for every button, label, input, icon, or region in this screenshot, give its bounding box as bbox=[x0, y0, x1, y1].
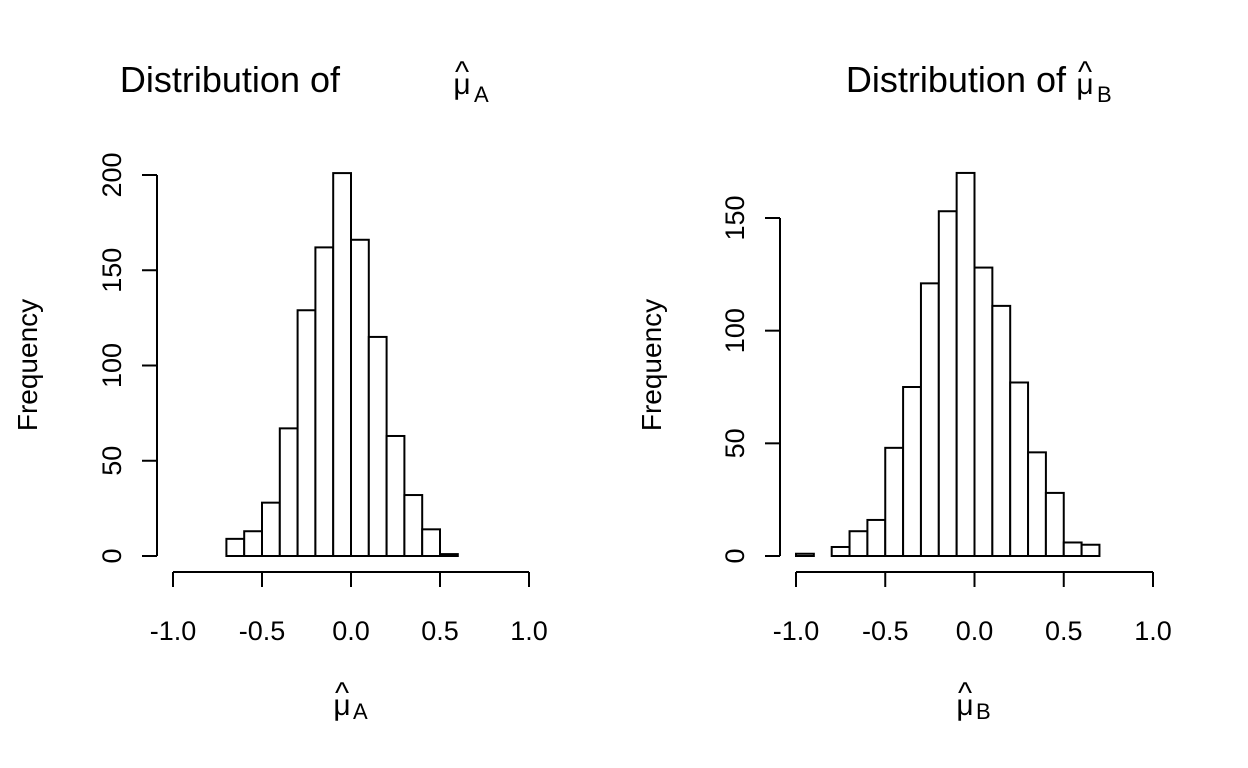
x-axis-label-symbol-a: μ bbox=[333, 689, 350, 722]
histogram-bar-a-13 bbox=[403, 494, 424, 558]
x-tick-label-a-2: 0.0 bbox=[332, 616, 370, 646]
histogram-bar-b-13 bbox=[1027, 451, 1047, 558]
bars-a bbox=[225, 172, 459, 558]
histogram-bar-a-10 bbox=[350, 238, 370, 558]
y-axis-b: 0 50 100 150 bbox=[720, 195, 781, 564]
y-axis-label-a: Frequency bbox=[12, 299, 43, 431]
histogram-bar-a-12 bbox=[385, 434, 406, 557]
histogram-bar-a-14 bbox=[421, 528, 442, 558]
x-axis-label-subscript-b: B bbox=[976, 699, 991, 724]
histogram-bar-a-7 bbox=[296, 309, 317, 557]
histogram-bar-b-8 bbox=[937, 210, 958, 558]
y-tick-label-b-2: 100 bbox=[720, 308, 750, 353]
x-tick-label-b-0: -1.0 bbox=[773, 616, 820, 646]
x-tick-label-b-2: 0.0 bbox=[956, 616, 994, 646]
x-axis-label-subscript-a: A bbox=[353, 699, 368, 724]
histogram-bar-b-3 bbox=[848, 530, 869, 557]
histogram-bar-b-10 bbox=[973, 266, 994, 557]
histogram-bar-b-2 bbox=[830, 545, 851, 558]
histogram-bar-a-3 bbox=[225, 537, 246, 557]
y-tick-label-a-0: 0 bbox=[97, 548, 127, 563]
chart-title-subscript-a: A bbox=[474, 82, 489, 107]
histogram-bar-b-16 bbox=[1080, 543, 1101, 558]
y-tick-label-b-3: 150 bbox=[720, 195, 750, 240]
histogram-bar-a-5 bbox=[261, 501, 281, 558]
histogram-bar-b-15 bbox=[1062, 541, 1083, 557]
histogram-bar-b-6 bbox=[902, 386, 922, 557]
y-tick-label-a-3: 150 bbox=[97, 248, 127, 293]
chart-title-a: Distribution of bbox=[120, 59, 341, 100]
y-axis-a: 0 50 100 150 200 bbox=[97, 152, 158, 564]
y-axis-label-b: Frequency bbox=[636, 299, 667, 431]
x-axis-a: -1.0 -0.5 0.0 0.5 1.0 bbox=[150, 571, 548, 646]
y-tick-label-a-4: 200 bbox=[97, 152, 127, 197]
x-axis-label-hat-a: ^ bbox=[335, 677, 349, 710]
chart-title-b: Distribution of bbox=[846, 59, 1067, 100]
x-tick-label-b-3: 0.5 bbox=[1045, 616, 1083, 646]
histogram-bar-a-11 bbox=[367, 335, 388, 557]
chart-title-symbol-a: μ bbox=[453, 68, 470, 101]
histogram-bar-a-4 bbox=[243, 530, 263, 557]
chart-title-hat-a: ^ bbox=[455, 56, 469, 89]
x-tick-label-b-4: 1.0 bbox=[1134, 616, 1172, 646]
histogram-bar-a-9 bbox=[332, 172, 353, 557]
y-tick-label-a-1: 50 bbox=[97, 446, 127, 476]
y-tick-label-a-2: 100 bbox=[97, 343, 127, 388]
histogram-bar-b-0 bbox=[795, 552, 815, 557]
histogram-bar-a-8 bbox=[314, 246, 335, 557]
histogram-bar-b-14 bbox=[1044, 491, 1065, 558]
histogram-bar-b-9 bbox=[955, 171, 976, 558]
histogram-bar-b-5 bbox=[884, 446, 905, 557]
chart-title-subscript-b: B bbox=[1097, 82, 1112, 107]
x-tick-label-b-1: -0.5 bbox=[862, 616, 909, 646]
histogram-bar-b-4 bbox=[866, 518, 887, 557]
bars-b bbox=[795, 171, 1101, 558]
x-tick-label-a-3: 0.5 bbox=[421, 616, 459, 646]
chart-title-hat-b: ^ bbox=[1078, 56, 1092, 89]
y-tick-label-b-0: 0 bbox=[720, 548, 750, 563]
histogram-bar-b-11 bbox=[991, 304, 1012, 557]
histogram-bar-b-12 bbox=[1009, 381, 1030, 558]
histogram-panel-b: Distribution of μ ^ B Frequency μ ^ B -1… bbox=[636, 56, 1172, 724]
chart-title-symbol-b: μ bbox=[1076, 68, 1093, 101]
x-tick-label-a-0: -1.0 bbox=[150, 616, 197, 646]
histogram-bar-a-6 bbox=[278, 427, 299, 557]
histogram-bar-a-15 bbox=[439, 553, 459, 557]
x-tick-label-a-1: -0.5 bbox=[239, 616, 286, 646]
x-axis-label-hat-b: ^ bbox=[958, 677, 972, 710]
histogram-bar-b-7 bbox=[919, 282, 940, 557]
x-axis-b: -1.0 -0.5 0.0 0.5 1.0 bbox=[773, 571, 1172, 646]
histogram-panel-a: Distribution of μ ^ A Frequency μ ^ A -1… bbox=[12, 56, 548, 724]
x-axis-label-symbol-b: μ bbox=[956, 689, 973, 722]
x-tick-label-a-4: 1.0 bbox=[510, 616, 548, 646]
y-tick-label-b-1: 50 bbox=[720, 428, 750, 458]
